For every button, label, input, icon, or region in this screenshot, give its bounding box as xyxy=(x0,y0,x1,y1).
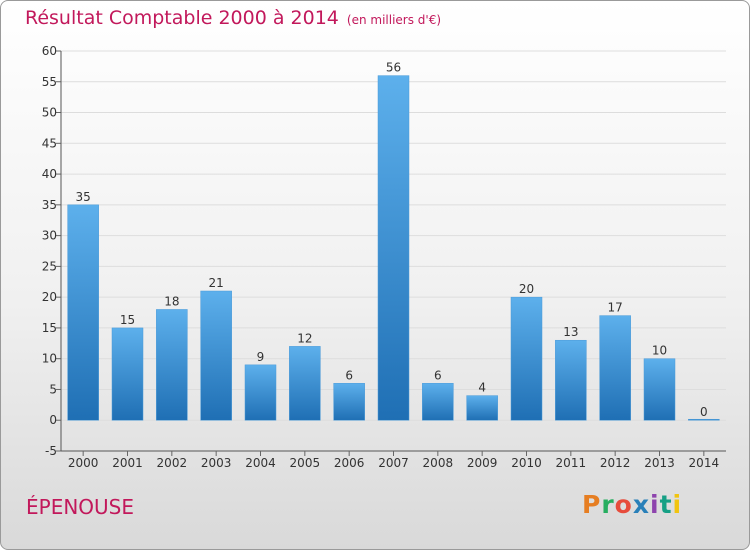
y-tick-label: 10 xyxy=(42,352,57,366)
bar xyxy=(333,383,365,421)
proxiti-logo[interactable]: Proxiti xyxy=(582,490,682,519)
y-tick-label: 35 xyxy=(42,198,57,212)
bar-value-label: 20 xyxy=(519,282,534,296)
bar xyxy=(377,75,410,421)
x-tick-label: 2008 xyxy=(423,456,454,470)
bar-value-label: 4 xyxy=(478,381,486,395)
bar xyxy=(466,395,498,421)
y-tick-label: 40 xyxy=(42,167,57,181)
x-tick-label: 2014 xyxy=(689,456,720,470)
y-tick-label: 0 xyxy=(49,413,57,427)
bar xyxy=(67,204,99,421)
x-tick-label: 2012 xyxy=(600,456,631,470)
logo-letter: t xyxy=(659,490,673,519)
chart-title-text: Résultat Comptable 2000 à 2014 xyxy=(25,7,339,29)
x-tick-label: 2011 xyxy=(556,456,587,470)
y-tick-label: 50 xyxy=(42,106,57,120)
x-tick-label: 2004 xyxy=(245,456,276,470)
logo-letter: P xyxy=(582,490,602,519)
y-tick-label: 60 xyxy=(42,44,57,58)
chart-title: Résultat Comptable 2000 à 2014 (en millie… xyxy=(25,7,441,29)
logo-letter: x xyxy=(632,490,650,519)
x-tick-label: 2005 xyxy=(290,456,321,470)
y-tick-label: 55 xyxy=(42,75,57,89)
bar xyxy=(422,383,454,421)
y-tick-label: 20 xyxy=(42,290,57,304)
bar-value-label: 12 xyxy=(297,331,312,345)
x-tick-label: 2013 xyxy=(644,456,675,470)
x-tick-label: 2001 xyxy=(112,456,143,470)
bar-value-label: 17 xyxy=(608,301,623,315)
bar xyxy=(111,327,144,421)
bar xyxy=(688,418,720,421)
bar-value-label: 18 xyxy=(164,294,179,308)
y-tick-label: 45 xyxy=(42,136,57,150)
y-tick-label: 5 xyxy=(49,382,57,396)
bar xyxy=(643,358,676,421)
bar xyxy=(244,364,277,421)
x-tick-label: 2007 xyxy=(378,456,409,470)
logo-letter: i xyxy=(650,490,660,519)
bar-value-label: 6 xyxy=(434,368,442,382)
bar-value-label: 10 xyxy=(652,344,667,358)
bar xyxy=(510,296,543,421)
x-tick-label: 2003 xyxy=(201,456,232,470)
x-tick-label: 2000 xyxy=(68,456,99,470)
bar xyxy=(599,315,631,421)
logo-letter: r xyxy=(601,490,615,519)
bar-value-label: 35 xyxy=(76,190,91,204)
bar-value-label: 6 xyxy=(345,368,353,382)
chart-unit-label: (en milliers d'€) xyxy=(346,13,442,27)
y-tick-label: 25 xyxy=(42,259,57,273)
bar xyxy=(555,339,587,421)
bar xyxy=(289,346,321,421)
bar-value-label: 56 xyxy=(386,61,401,75)
bar-value-label: 9 xyxy=(257,350,265,364)
y-tick-label: 15 xyxy=(42,321,57,335)
x-tick-label: 2006 xyxy=(334,456,365,470)
bar-value-label: 15 xyxy=(120,313,135,327)
logo-letter: i xyxy=(672,490,683,519)
bar-value-label: 21 xyxy=(209,276,224,290)
bar-value-label: 13 xyxy=(563,325,578,339)
logo-letter: o xyxy=(614,490,633,519)
commune-name: ÉPENOUSE xyxy=(26,495,135,519)
x-tick-label: 2010 xyxy=(511,456,542,470)
bar xyxy=(156,309,188,421)
x-tick-label: 2002 xyxy=(157,456,188,470)
y-tick-label: -5 xyxy=(45,444,57,458)
bar xyxy=(200,290,232,421)
x-tick-label: 2009 xyxy=(467,456,498,470)
bar-value-label: 0 xyxy=(700,405,708,419)
y-tick-label: 30 xyxy=(42,229,57,243)
